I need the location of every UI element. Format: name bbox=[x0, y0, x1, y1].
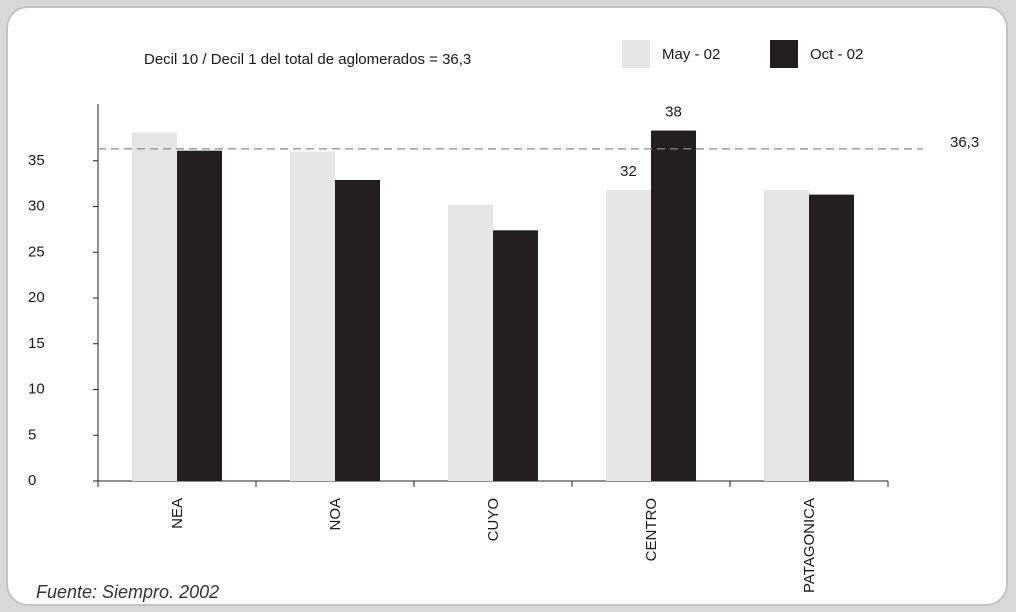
data-label: 38 bbox=[665, 104, 682, 121]
data-label: 32 bbox=[620, 163, 637, 180]
bars bbox=[132, 130, 854, 482]
x-tick-label: NOA bbox=[327, 498, 344, 531]
bar-centro-may bbox=[606, 190, 651, 481]
x-tick-label: PATAGONICA bbox=[801, 498, 818, 593]
x-tick-label: CENTRO bbox=[643, 498, 660, 561]
chart: Decil 10 / Decil 1 del total de aglomera… bbox=[28, 40, 979, 593]
legend-swatch bbox=[622, 40, 650, 68]
chart-title: Decil 10 / Decil 1 del total de aglomera… bbox=[144, 51, 471, 68]
chart-panel: Decil 10 / Decil 1 del total de aglomera… bbox=[6, 6, 1008, 606]
legend-label: May - 02 bbox=[662, 46, 720, 63]
y-tick-label: 15 bbox=[28, 335, 45, 352]
y-tick-label: 10 bbox=[28, 381, 45, 398]
legend-label: Oct - 02 bbox=[810, 46, 863, 63]
x-tick-label: NEA bbox=[169, 498, 186, 529]
bar-noa-oct bbox=[335, 179, 380, 481]
bar-nea-may bbox=[132, 132, 177, 481]
bar-patagonica-may bbox=[764, 190, 809, 481]
bar-cuyo-oct bbox=[493, 230, 538, 481]
legend: May - 02 Oct - 02 bbox=[622, 40, 863, 68]
y-tick-label: 20 bbox=[28, 289, 45, 306]
y-tick-label: 25 bbox=[28, 243, 45, 260]
bar-centro-oct bbox=[651, 130, 696, 481]
y-tick-label: 30 bbox=[28, 198, 45, 215]
annotations: 32 38 36,3 bbox=[98, 104, 979, 180]
legend-swatch bbox=[770, 40, 798, 68]
y-tick-label: 5 bbox=[28, 426, 36, 443]
reference-line-label: 36,3 bbox=[950, 134, 979, 151]
bar-patagonica-oct bbox=[809, 194, 854, 482]
y-tick-label: 35 bbox=[28, 152, 45, 169]
y-tick-label: 0 bbox=[28, 472, 36, 489]
x-tick-label: CUYO bbox=[485, 498, 502, 541]
bar-cuyo-may bbox=[448, 204, 493, 482]
source-note: Fuente: Siempro. 2002 bbox=[36, 582, 220, 602]
bar-noa-may bbox=[290, 151, 335, 481]
bar-nea-oct bbox=[177, 150, 222, 481]
